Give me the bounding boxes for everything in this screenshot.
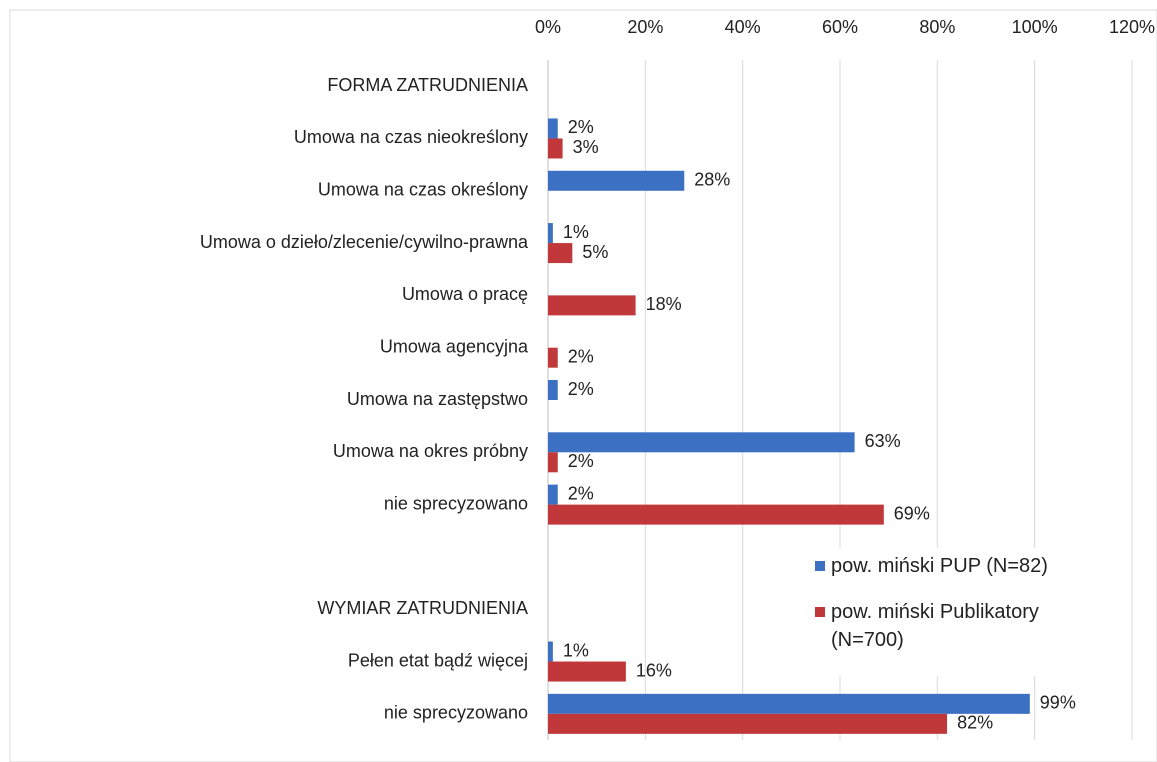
x-tick-label: 20% (627, 17, 663, 37)
bar (548, 243, 573, 264)
frame (9, 9, 1157, 762)
y-tick-label: Umowa o pracę (402, 284, 528, 304)
data-label: 63% (865, 431, 901, 451)
data-label: 99% (1040, 693, 1076, 713)
data-label: 5% (582, 242, 608, 262)
y-tick-label: Umowa agencyjna (380, 336, 529, 356)
x-tick-label: 100% (1012, 17, 1058, 37)
x-tick-label: 120% (1109, 17, 1155, 37)
bar (548, 380, 558, 400)
data-label: 2% (568, 451, 594, 471)
x-tick-label: 60% (822, 17, 858, 37)
y-tick-label: Umowa na czas określony (318, 180, 528, 200)
legend-label: pow. miński PUP (N=82) (831, 555, 1048, 577)
y-tick-label: Umowa o dzieło/zlecenie/cywilno-prawna (200, 232, 529, 252)
x-tick-label: 0% (535, 17, 561, 37)
bar (548, 693, 1030, 714)
data-label: 2% (568, 379, 594, 399)
bar (548, 223, 553, 244)
bar (548, 118, 558, 139)
data-label: 1% (563, 222, 589, 242)
x-tick-label: 40% (725, 17, 761, 37)
y-tick-label: FORMA ZATRUDNIENIA (327, 75, 528, 95)
y-tick-label: nie sprecyzowano (384, 703, 528, 723)
data-label: 28% (694, 170, 730, 190)
y-tick-label: Pełen etat bądź więcej (348, 650, 528, 670)
bar (548, 641, 553, 662)
data-label: 3% (573, 137, 599, 157)
data-label: 2% (568, 346, 594, 366)
y-tick-label: Umowa na okres próbny (333, 441, 528, 461)
legend-swatch (815, 561, 825, 571)
bar (548, 504, 884, 525)
y-tick-label: Umowa na zastępstwo (347, 389, 528, 409)
legend-item: pow. miński PUP (N=82) (815, 552, 1115, 580)
legend-item: pow. miński Publikatory (N=700) (815, 598, 1115, 654)
bar (548, 347, 558, 368)
data-label: 2% (568, 483, 594, 503)
bar (548, 661, 626, 682)
data-label: 18% (646, 294, 682, 314)
data-label: 2% (568, 117, 594, 137)
bar (548, 170, 685, 191)
legend-label: pow. miński Publikatory (N=700) (831, 601, 1039, 651)
data-label: 1% (563, 640, 589, 660)
bar (548, 432, 855, 453)
legend: pow. miński PUP (N=82) pow. miński Publik… (815, 548, 1115, 676)
data-label: 69% (894, 503, 930, 523)
data-label: 16% (636, 660, 672, 680)
y-tick-label: WYMIAR ZATRUDNIENIA (317, 598, 528, 618)
bar (548, 295, 636, 316)
x-tick-label: 80% (919, 17, 955, 37)
y-tick-label: Umowa na czas nieokreślony (294, 127, 528, 147)
bar (548, 713, 948, 734)
legend-swatch (815, 607, 825, 617)
data-label: 82% (957, 713, 993, 733)
bar (548, 138, 563, 159)
bar (548, 452, 558, 473)
y-tick-label: nie sprecyzowano (384, 493, 528, 513)
bar (548, 484, 558, 505)
